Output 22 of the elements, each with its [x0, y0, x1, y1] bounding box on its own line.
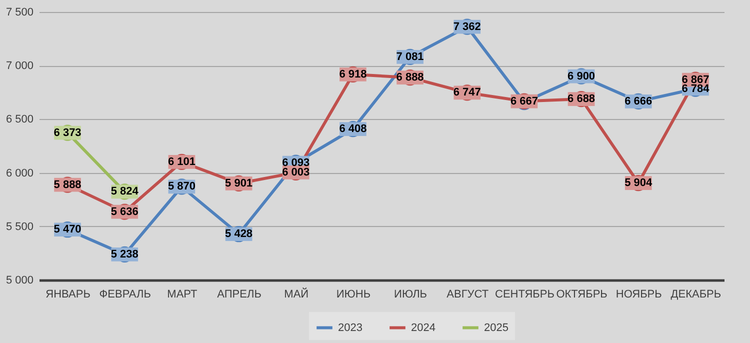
- data-label: 5 904: [624, 177, 654, 190]
- x-tick-label: СЕНТЯБРЬ: [494, 288, 554, 300]
- x-tick-label: ЯНВАРЬ: [46, 288, 90, 300]
- y-tick-label: 5 500: [6, 220, 34, 233]
- x-tick-label: МАРТ: [167, 288, 198, 300]
- y-tick-label: 6 500: [6, 114, 34, 126]
- legend-label: 2023: [338, 322, 362, 334]
- x-tick-label: ОКТЯБРЬ: [556, 288, 608, 300]
- x-tick-label: НОЯБРЬ: [616, 288, 662, 300]
- y-tick-label: 5 000: [6, 274, 34, 286]
- legend-label: 2024: [411, 322, 436, 334]
- x-tick-label: ИЮНЬ: [336, 288, 371, 300]
- x-tick-label: ДЕКАБРЬ: [670, 288, 722, 300]
- x-tick-label: МАЙ: [284, 288, 309, 300]
- x-tick-label: ИЮЛЬ: [394, 288, 428, 300]
- y-tick-label: 6 000: [6, 167, 34, 180]
- x-tick-label: АВГУСТ: [446, 288, 489, 300]
- legend-label: 2025: [484, 322, 508, 334]
- x-tick-label: ФЕВРАЛЬ: [99, 288, 151, 300]
- y-tick-label: 7 000: [6, 60, 34, 72]
- y-tick-label: 7 500: [6, 6, 34, 18]
- x-tick-label: АПРЕЛЬ: [217, 288, 262, 300]
